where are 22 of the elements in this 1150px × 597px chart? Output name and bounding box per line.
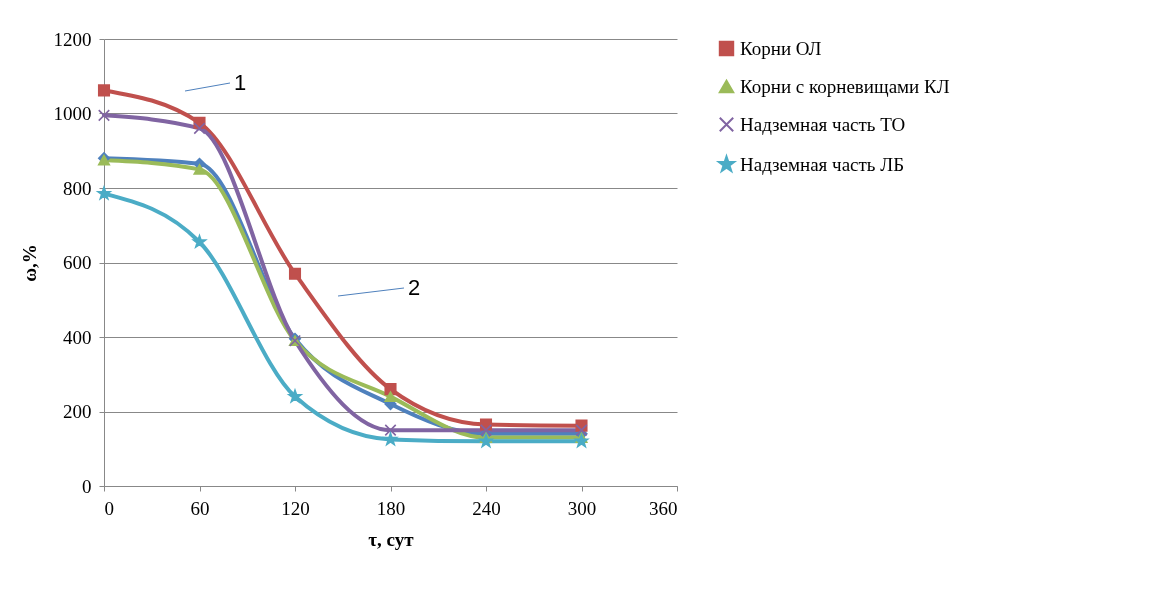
x-axis-title: τ, сут [368, 528, 415, 550]
x-tick-label: 120 [281, 497, 310, 519]
y-tick-label: 200 [63, 401, 92, 422]
y-tick-label: 800 [63, 177, 92, 199]
x-tick-label: 0 [104, 497, 114, 519]
x-tick-label: 300 [567, 497, 597, 519]
x-tick-label: 60 [190, 497, 210, 519]
legend-label: Надземная часть ЛБ [740, 153, 905, 175]
legend-label: Корни с корневищами КЛ [740, 75, 950, 97]
x-tick-label: 240 [472, 497, 501, 519]
annotation: 2 [408, 275, 421, 300]
y-tick-label: 400 [63, 326, 92, 348]
x-tick-label: 360 [649, 497, 678, 519]
legend-label: Корни ОЛ [740, 37, 822, 59]
y-tick-label: 600 [63, 252, 92, 273]
y-tick-label: 1200 [53, 28, 92, 50]
y-axis-title: ω,% [18, 244, 40, 282]
y-tick-label: 1000 [53, 103, 92, 124]
legend-label: Надземная часть ТО [740, 113, 906, 135]
annotation: 1 [234, 70, 247, 95]
x-tick-label: 180 [376, 497, 406, 519]
y-tick-label: 0 [82, 475, 92, 497]
